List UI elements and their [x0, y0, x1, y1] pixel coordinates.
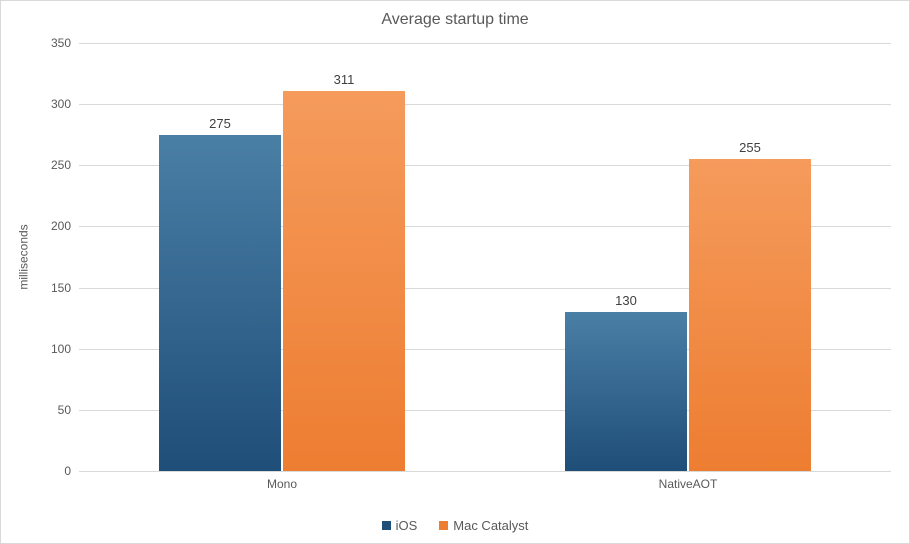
value-label: 275 — [159, 116, 281, 131]
gridline — [79, 471, 891, 472]
legend: iOS Mac Catalyst — [1, 518, 909, 533]
legend-item-mac: Mac Catalyst — [439, 518, 528, 533]
y-tick-label: 0 — [64, 464, 71, 478]
y-tick-label: 100 — [51, 342, 71, 356]
value-label: 130 — [565, 293, 687, 308]
bar-nativeaot-mac-catalyst — [689, 159, 811, 471]
gridline — [79, 104, 891, 105]
y-axis-title-wrap: milliseconds — [15, 43, 33, 471]
bar-nativeaot-ios — [565, 312, 687, 471]
plot-area: 050100150200250300350275311Mono130255Nat… — [79, 43, 891, 471]
legend-item-ios: iOS — [382, 518, 418, 533]
legend-swatch-mac — [439, 521, 448, 530]
bar-mono-ios — [159, 135, 281, 471]
y-tick-label: 300 — [51, 97, 71, 111]
chart-container: Average startup time milliseconds 0 50 100… — [0, 0, 910, 544]
y-axis-title: milliseconds — [17, 224, 31, 289]
chart-title: Average startup time — [1, 11, 909, 29]
category-label: Mono — [159, 477, 405, 491]
bar-mono-mac-catalyst — [283, 91, 405, 471]
legend-swatch-ios — [382, 521, 391, 530]
y-tick-label: 350 — [51, 36, 71, 50]
value-label: 311 — [283, 72, 405, 87]
gridline — [79, 43, 891, 44]
y-tick-label: 200 — [51, 219, 71, 233]
legend-label-mac: Mac Catalyst — [453, 518, 528, 533]
y-tick-label: 50 — [58, 403, 71, 417]
value-label: 255 — [689, 140, 811, 155]
legend-label-ios: iOS — [396, 518, 418, 533]
y-tick-label: 250 — [51, 158, 71, 172]
category-label: NativeAOT — [565, 477, 811, 491]
y-tick-label: 150 — [51, 281, 71, 295]
